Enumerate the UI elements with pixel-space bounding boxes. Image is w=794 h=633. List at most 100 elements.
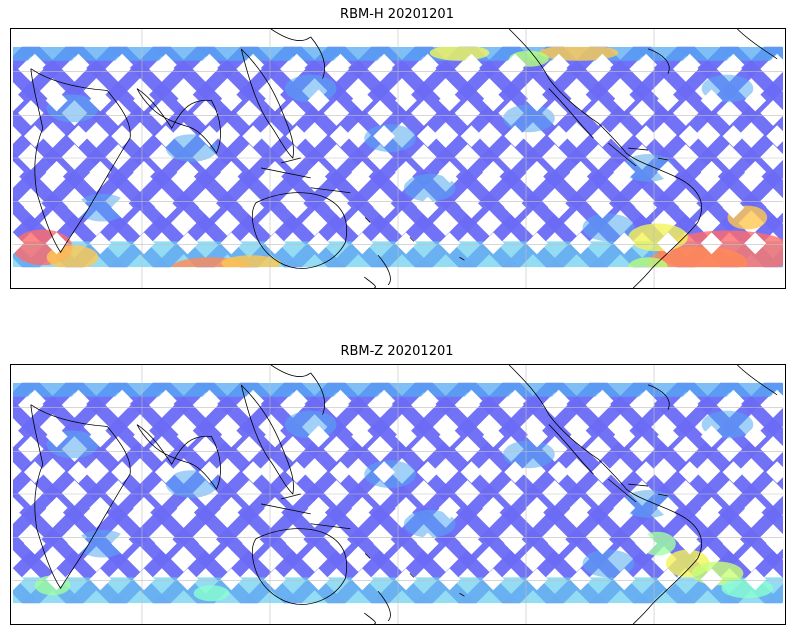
gap-diamond: [111, 532, 134, 555]
gap-diamond: [635, 532, 657, 555]
gap-diamond: [329, 196, 352, 219]
coastline: [310, 187, 351, 194]
gap-diamond: [111, 389, 134, 412]
gap-diamond: [24, 604, 46, 625]
gap-diamond: [12, 232, 24, 255]
gap-diamond: [68, 268, 90, 289]
gap-diamond: [482, 425, 505, 448]
gap-diamond: [766, 196, 784, 219]
gap-diamond: [657, 89, 679, 112]
gap-diamond: [154, 532, 177, 555]
gap-diamond: [285, 196, 308, 219]
swath-patch: [503, 440, 555, 469]
coastlines: [30, 365, 778, 624]
gap-diamond: [678, 389, 701, 412]
gap-diamond: [67, 461, 90, 484]
map-panel-top: [10, 28, 786, 289]
gap-diamond: [154, 196, 177, 219]
gap-diamond: [373, 532, 396, 555]
coastline: [310, 36, 326, 79]
gap-diamond: [198, 196, 221, 219]
gap-diamond: [67, 53, 90, 76]
swath-patch: [582, 549, 635, 578]
gap-diamond: [416, 461, 439, 484]
coastline: [364, 217, 371, 223]
gap-diamond: [264, 89, 286, 112]
hotspot-blob: [221, 255, 281, 268]
gap-diamond: [657, 425, 679, 448]
gap-diamond: [482, 89, 505, 112]
gap-diamond: [766, 268, 786, 289]
coastline: [260, 503, 311, 515]
gap-diamond: [460, 532, 483, 555]
gap-diamond: [264, 160, 286, 183]
gap-diamond: [569, 496, 592, 519]
gap-diamond: [766, 125, 784, 148]
gap-diamond: [242, 461, 265, 484]
swath-patch: [582, 213, 635, 242]
gap-diamond: [613, 425, 636, 448]
coastlines: [30, 29, 778, 288]
coastline: [628, 483, 649, 487]
gap-diamond: [199, 268, 221, 289]
gap-diamond: [45, 232, 68, 255]
coastline: [409, 237, 415, 242]
gap-diamond: [766, 461, 784, 484]
gap-diamond: [45, 425, 68, 448]
gap-diamond: [329, 532, 352, 555]
hotspot-blob: [429, 46, 490, 61]
hotspot-blob: [193, 585, 230, 602]
gap-diamond: [154, 389, 177, 412]
light-patches: [46, 410, 754, 578]
coastline: [628, 147, 649, 151]
gap-diamond: [504, 196, 527, 219]
swath-patch: [503, 104, 555, 133]
track-line: [720, 382, 784, 447]
coastline: [251, 528, 347, 605]
track-line: [12, 487, 128, 604]
gap-diamond: [657, 232, 679, 255]
gap-diamond: [133, 160, 155, 183]
gap-diamond: [12, 496, 24, 519]
gap-diamond: [482, 496, 505, 519]
gap-diamond: [220, 425, 243, 448]
gap-diamond: [722, 389, 745, 412]
coastline: [647, 48, 670, 74]
gap-diamond: [12, 568, 24, 591]
gap-diamond: [329, 53, 352, 76]
gap-diamond: [68, 604, 90, 625]
gap-diamond: [722, 53, 745, 76]
gap-diamond: [12, 89, 24, 112]
gap-diamond: [155, 604, 177, 625]
gap-diamond: [569, 232, 592, 255]
coastline: [548, 88, 594, 139]
gap-diamond: [307, 89, 330, 112]
gap-diamond: [678, 53, 701, 76]
gap-diamond: [329, 389, 352, 412]
gap-diamond: [45, 496, 68, 519]
gap-diamond: [613, 160, 636, 183]
gap-diamond: [89, 89, 112, 112]
gap-diamond: [307, 496, 330, 519]
gap-diamond: [461, 268, 483, 289]
gap-diamond: [111, 196, 134, 219]
coastline: [548, 424, 594, 475]
gap-diamond: [198, 532, 221, 555]
gap-diamond: [526, 425, 548, 448]
gap-diamond: [744, 232, 767, 255]
gap-diamond: [373, 461, 396, 484]
coastline: [647, 384, 670, 410]
track-line: [12, 382, 84, 455]
gap-diamond: [395, 232, 417, 255]
gap-diamond: [242, 268, 264, 289]
coastline: [737, 365, 778, 396]
swath-patch: [76, 193, 129, 222]
gap-diamond: [220, 160, 243, 183]
gap-diamond: [89, 425, 112, 448]
gap-diamond: [23, 389, 46, 412]
gap-diamond: [460, 461, 483, 484]
gap-diamond: [526, 160, 548, 183]
gap-diamond: [417, 268, 439, 289]
coastline: [260, 167, 311, 179]
gap-diamond: [242, 53, 265, 76]
